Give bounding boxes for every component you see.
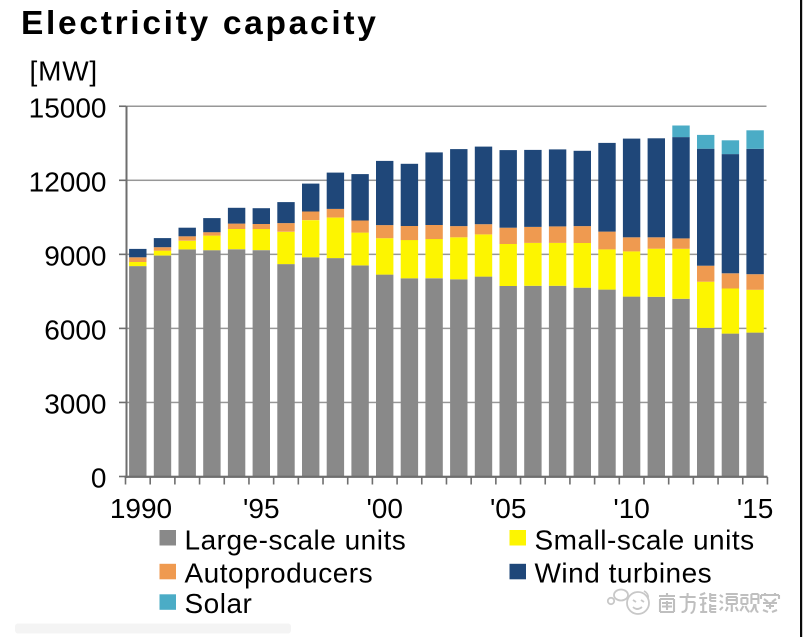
svg-text:Wind turbines: Wind turbines — [535, 557, 713, 588]
svg-text:1990: 1990 — [110, 493, 172, 524]
svg-text:'05: '05 — [490, 493, 527, 524]
svg-text:Solar: Solar — [185, 588, 253, 619]
svg-text:15000: 15000 — [29, 92, 107, 123]
svg-text:'15: '15 — [737, 493, 774, 524]
svg-text:6000: 6000 — [44, 314, 106, 345]
svg-text:'10: '10 — [613, 493, 650, 524]
svg-text:[MW]: [MW] — [30, 56, 99, 87]
svg-text:0: 0 — [91, 463, 107, 494]
svg-text:'95: '95 — [243, 493, 280, 524]
svg-text:'00: '00 — [366, 493, 403, 524]
svg-text:9000: 9000 — [44, 240, 106, 271]
svg-text:Autoproducers: Autoproducers — [185, 557, 374, 588]
svg-text:Small-scale units: Small-scale units — [535, 525, 755, 556]
svg-text:Electricity capacity: Electricity capacity — [21, 5, 379, 42]
svg-text:12000: 12000 — [29, 166, 107, 197]
svg-text:Large-scale units: Large-scale units — [185, 525, 407, 556]
svg-text:3000: 3000 — [44, 388, 106, 419]
